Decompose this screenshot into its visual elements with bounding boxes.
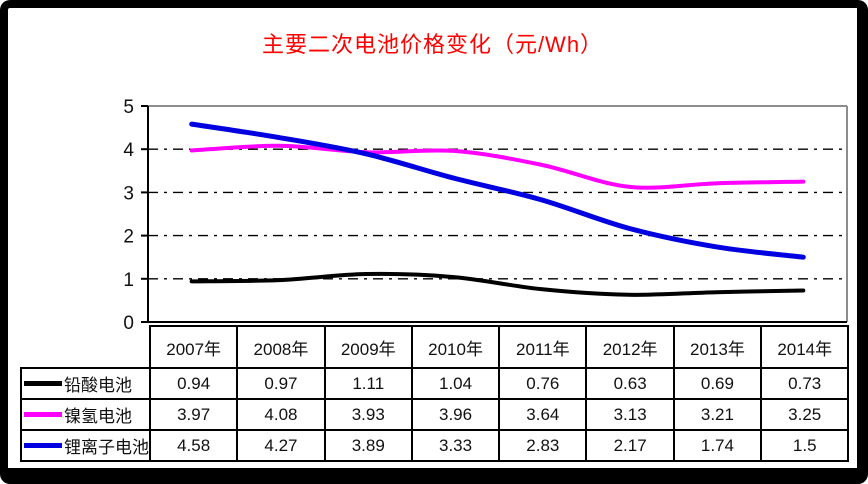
chart-data-table: 2007年 2008年 2009年 2010年 2011年 2012年 2013年 2014年… (20, 325, 850, 462)
value-cell: 1.74 (672, 429, 763, 462)
legend-cell: 铅酸电池 (20, 367, 151, 400)
year-header-cell: 2014年 (760, 325, 850, 369)
value-cell: 1.04 (410, 367, 501, 400)
legend-swatch-1 (24, 381, 62, 386)
value-cell: 3.21 (672, 398, 763, 431)
series-line-3 (189, 121, 806, 260)
table-row: 铅酸电池 0.94 0.97 1.11 1.04 0.76 0.63 0.69 0.73 (20, 367, 850, 400)
y-tick-label: 1 (123, 270, 134, 291)
legend-label: 锂离子电池 (64, 438, 149, 457)
line-chart-plot: 0 1 2 3 4 5 (123, 97, 848, 334)
value-cell: 3.96 (410, 398, 501, 431)
year-header-cell: 2009年 (323, 325, 413, 369)
value-cell: 3.25 (760, 398, 850, 431)
year-header-cell: 2011年 (498, 325, 588, 369)
value-cell: 3.13 (585, 398, 675, 431)
value-cell: 0.76 (498, 367, 588, 400)
table-corner-empty (21, 326, 150, 368)
legend-swatch-2 (24, 412, 62, 417)
legend-cell: 锂离子电池 (20, 429, 151, 462)
value-cell: 3.64 (498, 398, 588, 431)
year-header-cell: 2008年 (236, 325, 326, 369)
y-tick-label: 4 (123, 140, 134, 161)
chart-title: 主要二次电池价格变化（元/Wh） (261, 32, 604, 57)
year-header-cell: 2007年 (148, 325, 239, 369)
series-line-2 (189, 143, 806, 190)
value-cell: 3.33 (410, 429, 501, 462)
table-row: 锂离子电池 4.58 4.27 3.89 3.33 2.83 2.17 1.74 1.5 (20, 429, 850, 462)
value-cell: 4.58 (148, 429, 239, 462)
y-tick-label: 5 (123, 97, 134, 118)
value-cell: 0.94 (148, 367, 239, 400)
value-cell: 2.17 (585, 429, 675, 462)
y-tick-label: 0 (123, 313, 134, 334)
value-cell: 1.5 (760, 429, 850, 462)
value-cell: 2.83 (498, 429, 588, 462)
value-cell: 1.11 (323, 367, 413, 400)
value-cell: 4.27 (236, 429, 326, 462)
value-cell: 3.93 (323, 398, 413, 431)
table-row: 镍氢电池 3.97 4.08 3.93 3.96 3.64 3.13 3.21 3.25 (20, 398, 850, 431)
year-header-cell: 2012年 (585, 325, 675, 369)
legend-swatch-3 (24, 443, 62, 448)
value-cell: 0.97 (236, 367, 326, 400)
y-tick-label: 2 (123, 227, 134, 248)
value-cell: 0.69 (672, 367, 763, 400)
legend-label: 铅酸电池 (64, 376, 132, 395)
value-cell: 0.73 (760, 367, 850, 400)
value-cell: 3.97 (148, 398, 239, 431)
legend-cell: 镍氢电池 (20, 398, 151, 431)
value-cell: 4.08 (236, 398, 326, 431)
value-cell: 0.63 (585, 367, 675, 400)
y-tick-label: 3 (123, 183, 134, 204)
legend-label: 镍氢电池 (64, 407, 132, 426)
series-line-1 (189, 271, 806, 297)
year-header-cell: 2013年 (672, 325, 763, 369)
value-cell: 3.89 (323, 429, 413, 462)
year-header-cell: 2010年 (410, 325, 501, 369)
